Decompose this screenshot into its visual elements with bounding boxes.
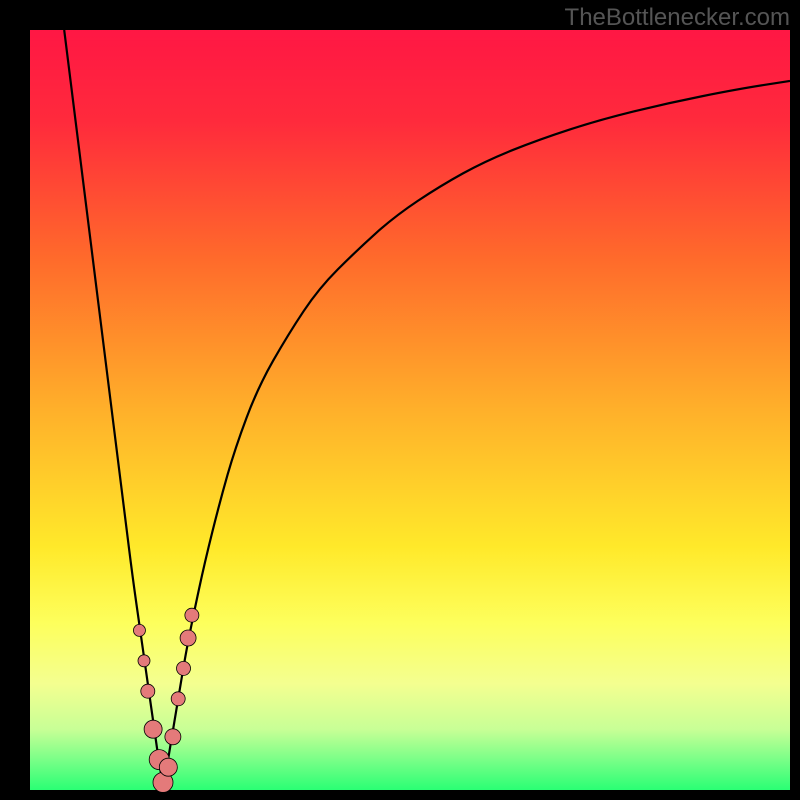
data-marker	[177, 661, 191, 675]
data-marker	[185, 608, 199, 622]
data-marker	[138, 655, 150, 667]
data-marker	[171, 692, 185, 706]
data-marker	[133, 624, 145, 636]
chart-container: TheBottlenecker.com	[0, 0, 800, 800]
data-marker	[141, 684, 155, 698]
data-marker	[159, 758, 177, 776]
data-marker	[144, 720, 162, 738]
watermark-text: TheBottlenecker.com	[565, 4, 790, 32]
bottleneck-chart	[0, 0, 800, 800]
data-marker	[180, 630, 196, 646]
plot-background	[30, 30, 790, 790]
data-marker	[165, 729, 181, 745]
